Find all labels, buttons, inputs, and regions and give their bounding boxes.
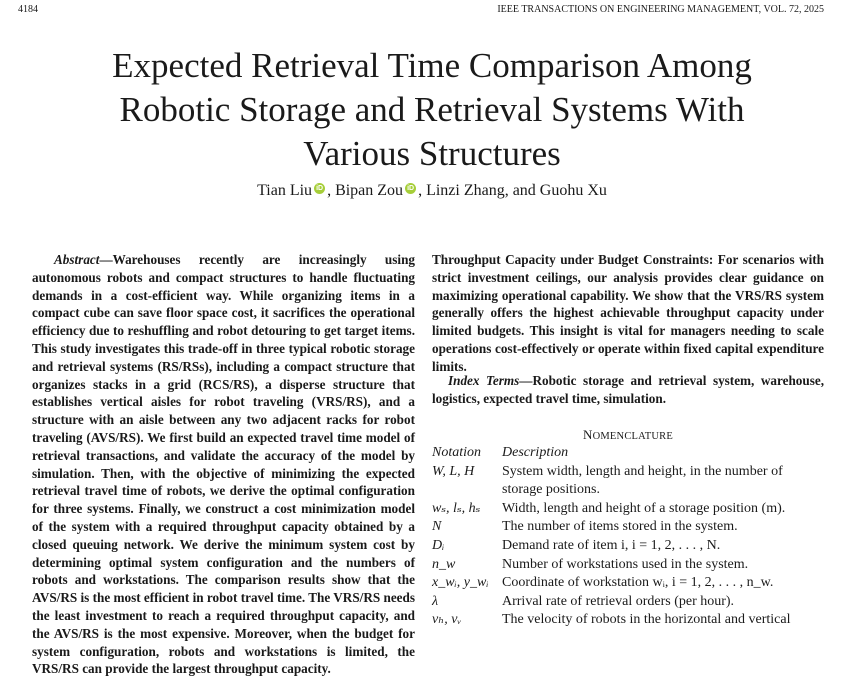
author-name: Linzi Zhang, and Guohu Xu — [426, 182, 607, 199]
abstract-continuation: Throughput Capacity under Budget Constra… — [432, 252, 824, 374]
description-cell: Coordinate of workstation wᵢ, i = 1, 2, … — [502, 575, 774, 591]
orcid-icon[interactable]: iD — [314, 183, 326, 194]
table-row: wₛ, lₛ, hₛ Width, length and height of a … — [430, 500, 826, 519]
table-row: vₕ, vᵥ The velocity of robots in the hori… — [430, 611, 826, 630]
abstract-label: Abstract — [54, 252, 100, 267]
index-terms-text: —Robotic storage and retrieval system, w… — [432, 373, 825, 406]
orcid-icon[interactable]: iD — [405, 183, 417, 194]
notation-cell: W, L, H — [432, 463, 475, 479]
table-row: Dᵢ Demand rate of item i, i = 1, 2, . . .… — [430, 537, 826, 556]
description-cell: System width, length and height, in the … — [502, 463, 783, 498]
description-header: Description — [502, 445, 569, 460]
page-number: 4184 — [18, 4, 38, 15]
table-header-row: Notation Description — [430, 444, 826, 463]
nomenclature-heading: NOMENCLATURE — [583, 427, 673, 442]
author-name: Bipan Zou — [335, 182, 404, 199]
index-terms: Index Terms—Robotic storage and retrieva… — [432, 372, 824, 408]
description-cell: The velocity of robots in the horizontal… — [502, 612, 791, 628]
notation-cell: n_w — [432, 556, 456, 572]
notation-cell: Dᵢ — [432, 537, 445, 553]
notation-cell: λ — [432, 593, 439, 609]
notation-cell: N — [432, 519, 442, 535]
table-row: λ Arrival rate of retrieval orders (per h… — [430, 593, 826, 612]
notation-cell: x_wᵢ, y_wᵢ — [432, 575, 489, 591]
table-row: N The number of items stored in the syste… — [430, 518, 826, 537]
notation-cell: wₛ, lₛ, hₛ — [432, 500, 481, 516]
paper-title: Expected Retrieval Time Comparison Among… — [112, 46, 752, 173]
abstract-text: —Warehouses recently are increasingly us… — [32, 252, 415, 677]
description-cell: Width, length and height of a storage po… — [502, 500, 786, 516]
description-cell: Demand rate of item i, i = 1, 2, . . . ,… — [502, 537, 721, 553]
description-cell: Arrival rate of retrieval orders (per ho… — [502, 593, 735, 609]
abstract: Abstract—Warehouses recently are increas… — [32, 251, 415, 678]
notation-cell: vₕ, vᵥ — [432, 612, 462, 628]
index-terms-label: Index Terms — [448, 373, 520, 388]
nomenclature-table: Notation Description W, L, H System width… — [430, 444, 826, 630]
table-row: n_w Number of workstations used in the sy… — [430, 556, 826, 575]
author-name: Tian Liu — [257, 182, 313, 199]
description-cell: The number of items stored in the system… — [502, 519, 738, 535]
description-cell: Number of workstations used in the syste… — [502, 556, 749, 572]
table-row: x_wᵢ, y_wᵢ Coordinate of workstation wᵢ, … — [430, 574, 826, 593]
table-row: W, L, H System width, length and height, … — [430, 463, 826, 500]
notation-header: Notation — [432, 445, 482, 460]
author-list: Tian Liu iD, Bipan Zou iD, Linzi Zhang, an… — [257, 182, 607, 199]
journal-header: IEEE TRANSACTIONS ON ENGINEERING MANAGEM… — [497, 4, 824, 15]
